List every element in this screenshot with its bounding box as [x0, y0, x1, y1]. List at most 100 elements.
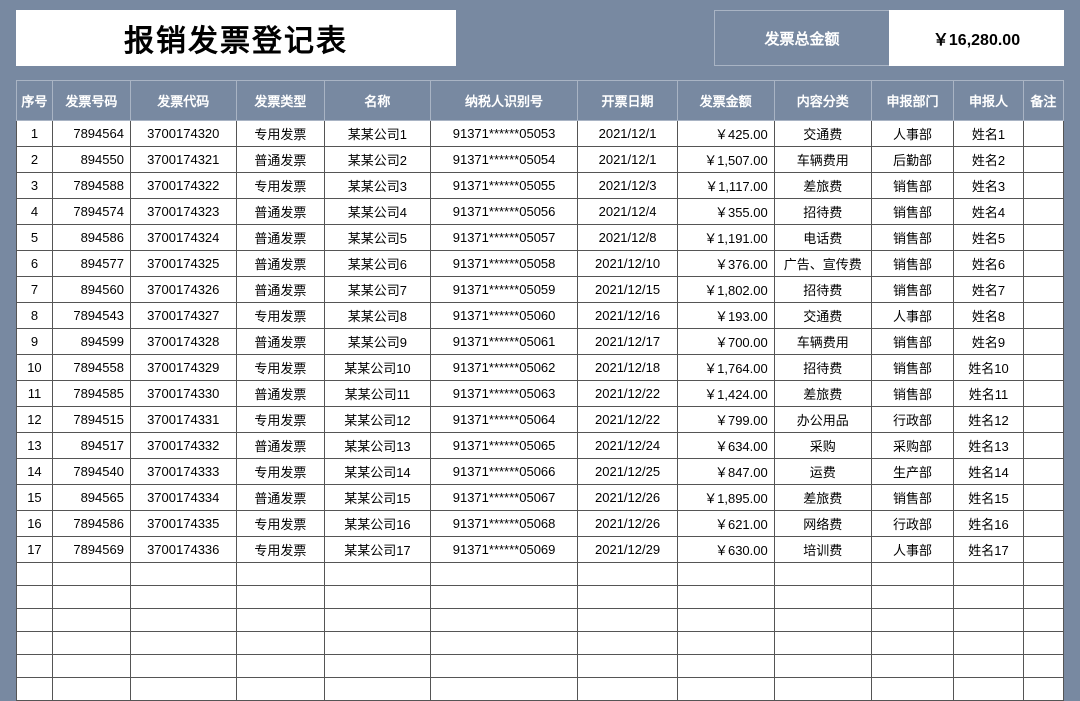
cell-tax: 91371******05067: [430, 485, 578, 511]
cell-person: 姓名10: [954, 355, 1024, 381]
cell-tax: 91371******05055: [430, 173, 578, 199]
cell-empty: [17, 609, 53, 632]
column-header: 内容分类: [774, 81, 871, 121]
cell-date: 2021/12/26: [578, 485, 677, 511]
cell-empty: [430, 563, 578, 586]
cell-name: 某某公司12: [325, 407, 431, 433]
cell-tax: 91371******05061: [430, 329, 578, 355]
cell-dept: 销售部: [871, 329, 953, 355]
cell-empty: [677, 678, 774, 701]
cell-code: 3700174323: [130, 199, 236, 225]
cell-empty: [130, 563, 236, 586]
cell-note: [1023, 225, 1063, 251]
cell-date: 2021/12/15: [578, 277, 677, 303]
cell-note: [1023, 485, 1063, 511]
title-panel: 报销发票登记表: [16, 10, 456, 66]
cell-empty: [954, 678, 1024, 701]
cell-empty: [325, 632, 431, 655]
cell-person: 姓名6: [954, 251, 1024, 277]
cell-seq: 10: [17, 355, 53, 381]
cell-name: 某某公司16: [325, 511, 431, 537]
cell-type: 普通发票: [236, 433, 325, 459]
cell-type: 普通发票: [236, 199, 325, 225]
cell-note: [1023, 355, 1063, 381]
cell-cat: 运费: [774, 459, 871, 485]
cell-empty: [130, 586, 236, 609]
cell-person: 姓名11: [954, 381, 1024, 407]
cell-dept: 销售部: [871, 381, 953, 407]
cell-note: [1023, 277, 1063, 303]
cell-empty: [578, 586, 677, 609]
cell-empty: [578, 655, 677, 678]
cell-type: 专用发票: [236, 511, 325, 537]
cell-tax: 91371******05064: [430, 407, 578, 433]
cell-name: 某某公司1: [325, 121, 431, 147]
cell-inv: 7894588: [52, 173, 130, 199]
cell-empty: [578, 632, 677, 655]
table-row: 1278945153700174331专用发票某某公司1291371******…: [17, 407, 1064, 433]
cell-date: 2021/12/4: [578, 199, 677, 225]
cell-amt: ￥1,191.00: [677, 225, 774, 251]
cell-dept: 销售部: [871, 225, 953, 251]
cell-tax: 91371******05057: [430, 225, 578, 251]
cell-name: 某某公司5: [325, 225, 431, 251]
cell-empty: [430, 655, 578, 678]
table-row: 1478945403700174333专用发票某某公司1491371******…: [17, 459, 1064, 485]
cell-empty: [236, 655, 325, 678]
cell-name: 某某公司8: [325, 303, 431, 329]
cell-cat: 车辆费用: [774, 147, 871, 173]
cell-type: 专用发票: [236, 407, 325, 433]
table-row: 68945773700174325普通发票某某公司691371******050…: [17, 251, 1064, 277]
cell-amt: ￥1,507.00: [677, 147, 774, 173]
cell-amt: ￥1,895.00: [677, 485, 774, 511]
cell-empty: [677, 655, 774, 678]
cell-date: 2021/12/22: [578, 381, 677, 407]
column-header: 序号: [17, 81, 53, 121]
cell-amt: ￥425.00: [677, 121, 774, 147]
cell-inv: 7894569: [52, 537, 130, 563]
table-body: 178945643700174320专用发票某某公司191371******05…: [17, 121, 1064, 701]
cell-empty: [130, 609, 236, 632]
cell-code: 3700174328: [130, 329, 236, 355]
table-row-empty: [17, 586, 1064, 609]
cell-amt: ￥355.00: [677, 199, 774, 225]
cell-type: 普通发票: [236, 277, 325, 303]
table-row: 158945653700174334普通发票某某公司1591371******0…: [17, 485, 1064, 511]
cell-empty: [236, 609, 325, 632]
cell-seq: 11: [17, 381, 53, 407]
cell-code: 3700174320: [130, 121, 236, 147]
cell-type: 专用发票: [236, 121, 325, 147]
table-row: 478945743700174323普通发票某某公司491371******05…: [17, 199, 1064, 225]
cell-code: 3700174335: [130, 511, 236, 537]
cell-dept: 行政部: [871, 511, 953, 537]
cell-cat: 差旅费: [774, 381, 871, 407]
cell-seq: 4: [17, 199, 53, 225]
cell-empty: [52, 678, 130, 701]
table-row: 28945503700174321普通发票某某公司291371******050…: [17, 147, 1064, 173]
cell-note: [1023, 329, 1063, 355]
table-row-empty: [17, 609, 1064, 632]
cell-code: 3700174329: [130, 355, 236, 381]
cell-cat: 招待费: [774, 355, 871, 381]
cell-empty: [578, 678, 677, 701]
column-header: 备注: [1023, 81, 1063, 121]
cell-empty: [871, 563, 953, 586]
cell-empty: [236, 586, 325, 609]
cell-name: 某某公司11: [325, 381, 431, 407]
cell-tax: 91371******05066: [430, 459, 578, 485]
cell-empty: [325, 563, 431, 586]
cell-dept: 行政部: [871, 407, 953, 433]
cell-empty: [52, 609, 130, 632]
cell-name: 某某公司6: [325, 251, 431, 277]
cell-note: [1023, 251, 1063, 277]
cell-date: 2021/12/3: [578, 173, 677, 199]
cell-inv: 7894558: [52, 355, 130, 381]
cell-code: 3700174334: [130, 485, 236, 511]
total-label: 发票总金额: [714, 10, 889, 66]
cell-code: 3700174336: [130, 537, 236, 563]
table-row: 78945603700174326普通发票某某公司791371******050…: [17, 277, 1064, 303]
cell-name: 某某公司3: [325, 173, 431, 199]
cell-cat: 交通费: [774, 303, 871, 329]
cell-empty: [578, 609, 677, 632]
cell-inv: 7894515: [52, 407, 130, 433]
